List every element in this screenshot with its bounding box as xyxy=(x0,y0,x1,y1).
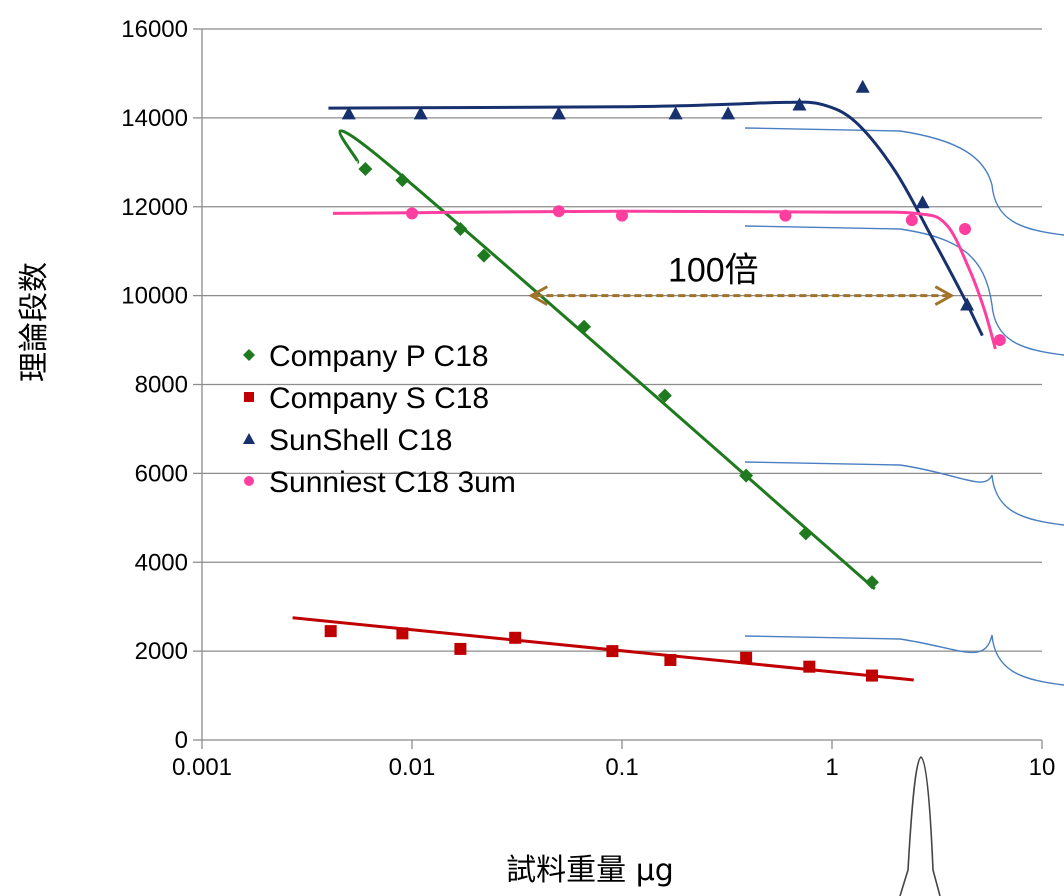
chromatogram-inset-1 xyxy=(744,127,1064,236)
y-tick-label: 10000 xyxy=(121,283,188,310)
legend-label-4: Sunniest C18 3um xyxy=(269,466,516,499)
chromatogram-inset-2 xyxy=(744,225,1064,356)
gridlines xyxy=(202,28,1042,652)
data-point xyxy=(606,645,619,658)
x-tick-labels: 0.001 0.01 0.1 1 10 xyxy=(172,754,1055,781)
data-point xyxy=(740,651,753,664)
chromatogram-inset-3 xyxy=(744,461,1064,526)
data-point xyxy=(476,248,491,263)
data-point xyxy=(552,205,565,218)
data-point xyxy=(721,106,736,120)
x-axis-title: 試料重量 μg xyxy=(506,853,674,888)
data-point xyxy=(668,106,683,120)
data-point xyxy=(664,654,677,667)
annotation-label: 100倍 xyxy=(668,252,759,290)
data-point xyxy=(657,388,672,403)
y-tick-label: 2000 xyxy=(135,638,188,665)
y-tick-label: 14000 xyxy=(121,105,188,132)
x-tick-label: 0.01 xyxy=(389,754,436,781)
data-point xyxy=(803,660,816,673)
legend-label-1: Company P C18 xyxy=(269,340,489,373)
y-axis-title: 理論段数 xyxy=(17,262,52,382)
legend-marker-4 xyxy=(244,476,254,486)
chromatogram-inset-4 xyxy=(744,634,1064,686)
legend-marker-1 xyxy=(243,349,255,361)
data-point xyxy=(855,79,870,93)
y-tick-label: 12000 xyxy=(121,194,188,221)
sample-peak-inset xyxy=(899,756,941,896)
x-tick-label: 0.1 xyxy=(605,754,638,781)
x-tick-label: 1 xyxy=(825,754,838,781)
data-point xyxy=(905,214,918,227)
data-point xyxy=(960,297,975,311)
trend-line-2 xyxy=(292,616,914,682)
data-point xyxy=(915,195,930,209)
data-point xyxy=(509,631,522,644)
x-tick-label: 0.001 xyxy=(172,754,232,781)
annotation-arrowhead-right xyxy=(934,285,955,306)
annotation-arrowhead-left xyxy=(528,285,549,306)
data-point xyxy=(993,334,1006,347)
chromatogram-insets xyxy=(744,127,1064,896)
y-tick-labels: 0 2000 4000 6000 8000 10000 12000 14000 16000 xyxy=(121,16,188,754)
data-point xyxy=(341,106,356,120)
legend-marker-2 xyxy=(244,392,254,402)
data-point xyxy=(779,209,792,222)
y-tick-label: 6000 xyxy=(135,460,188,487)
y-tick-label: 0 xyxy=(175,727,188,754)
data-point xyxy=(864,575,879,590)
trend-line-4 xyxy=(332,209,997,350)
data-point xyxy=(959,222,972,235)
data-point xyxy=(616,209,628,222)
data-point xyxy=(406,207,418,220)
y-tick-label: 4000 xyxy=(135,549,188,576)
data-point xyxy=(396,627,409,640)
legend-label-3: SunShell C18 xyxy=(269,424,452,457)
annotations: 100倍 xyxy=(528,252,955,306)
y-tick-label: 16000 xyxy=(121,16,188,43)
data-point xyxy=(324,625,337,638)
y-tick-label: 8000 xyxy=(135,372,188,399)
legend-label-2: Company S C18 xyxy=(269,382,489,415)
data-point xyxy=(413,106,428,120)
trend-line-3 xyxy=(328,100,984,337)
data-points xyxy=(324,79,1006,682)
data-point xyxy=(551,106,566,120)
data-point xyxy=(739,468,754,483)
data-point xyxy=(577,319,592,334)
data-point xyxy=(453,221,468,236)
trend-line-1 xyxy=(338,129,876,591)
data-point xyxy=(454,642,467,655)
legend: Company P C18 Company S C18 SunShell C18 Su… xyxy=(243,340,516,499)
data-point xyxy=(358,161,373,176)
data-point xyxy=(395,173,410,188)
legend-marker-3 xyxy=(243,433,255,444)
data-point xyxy=(792,97,807,111)
data-point xyxy=(798,526,813,541)
data-point xyxy=(865,669,878,682)
x-tick-label: 10 xyxy=(1029,754,1056,781)
axes xyxy=(193,28,1043,749)
